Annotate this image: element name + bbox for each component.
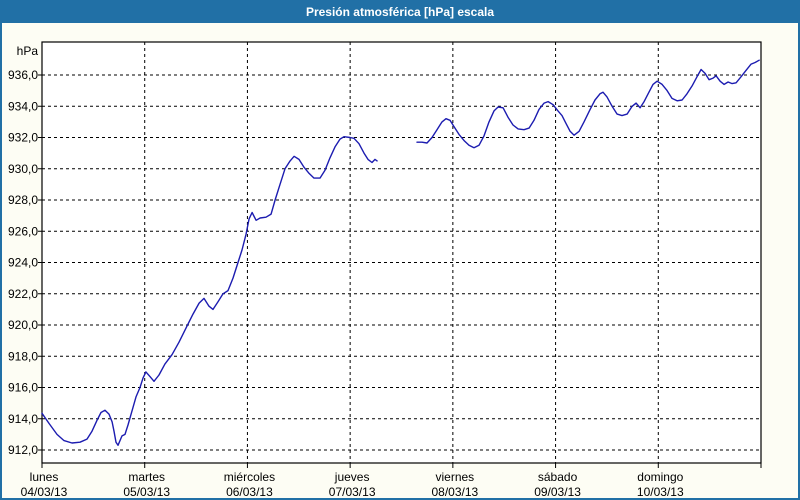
y-tick-label: 928,0 [8, 193, 38, 207]
x-day-label: sábado [538, 470, 578, 484]
x-day-label: lunes [30, 470, 59, 484]
y-tick-label: 930,0 [8, 162, 38, 176]
y-tick-label: 922,0 [8, 287, 38, 301]
y-tick-label: 916,0 [8, 381, 38, 395]
y-tick-label: 912,0 [8, 443, 38, 457]
x-day-label: martes [128, 470, 165, 484]
y-tick-label: 918,0 [8, 349, 38, 363]
y-tick-label: 936,0 [8, 68, 38, 82]
x-date-label: 10/03/13 [637, 485, 684, 499]
x-day-label: miércoles [224, 470, 275, 484]
title-bar: Presión atmosférica [hPa] escala [2, 2, 798, 23]
x-date-label: 06/03/13 [226, 485, 273, 499]
y-axis-unit-label: hPa [17, 44, 39, 58]
plot-area [42, 42, 761, 463]
y-tick-label: 932,0 [8, 131, 38, 145]
x-day-label: jueves [334, 470, 370, 484]
chart-title: Presión atmosférica [hPa] escala [305, 5, 495, 19]
y-tick-label: 920,0 [8, 318, 38, 332]
y-tick-label: 926,0 [8, 224, 38, 238]
y-tick-label: 934,0 [8, 99, 38, 113]
x-day-label: domingo [637, 470, 683, 484]
x-day-label: viernes [436, 470, 475, 484]
plot-border [41, 41, 762, 464]
pressure-line-segment [41, 135, 378, 446]
x-date-label: 05/03/13 [123, 485, 170, 499]
x-date-label: 08/03/13 [431, 485, 478, 499]
pressure-line-segment [416, 59, 760, 149]
x-date-label: 04/03/13 [21, 485, 68, 499]
x-date-label: 07/03/13 [329, 485, 376, 499]
y-tick-label: 914,0 [8, 412, 38, 426]
y-tick-label: 924,0 [8, 256, 38, 270]
x-date-label: 09/03/13 [534, 485, 581, 499]
